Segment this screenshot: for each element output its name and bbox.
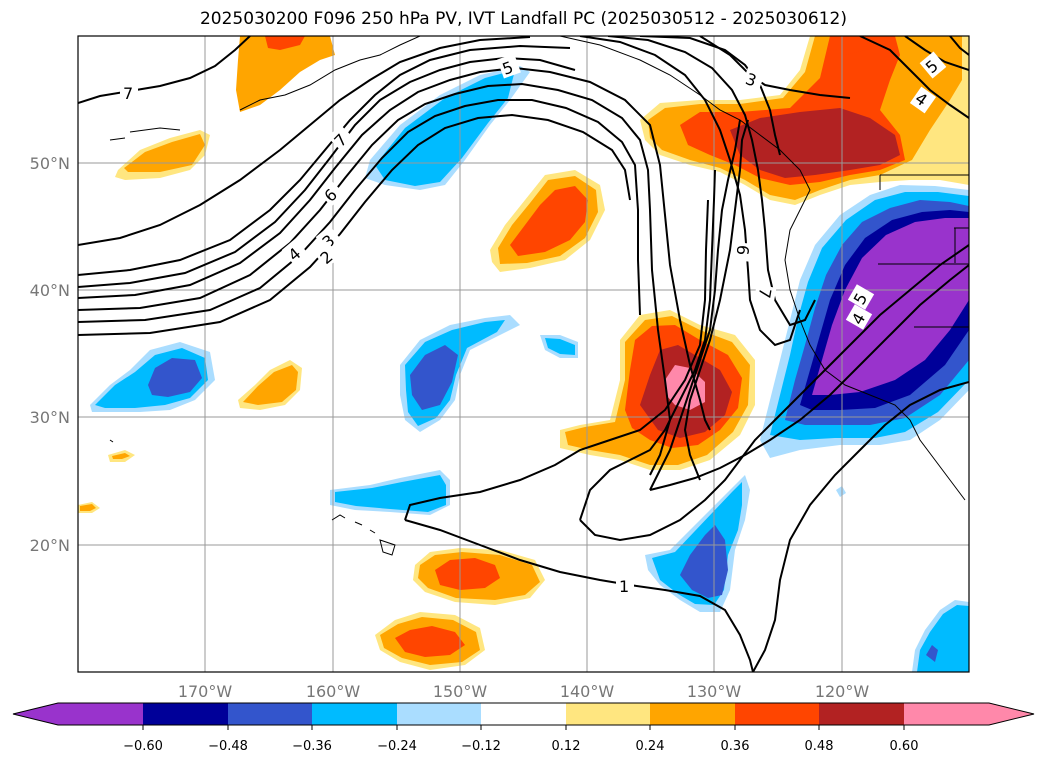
colorbar-outline xyxy=(12,702,1035,726)
colorbar-bin xyxy=(228,703,312,725)
colorbar-tick-label: −0.48 xyxy=(208,739,248,754)
lon-label: 160°W xyxy=(306,682,361,701)
colorbar-tick-label: −0.24 xyxy=(377,739,417,754)
colorbar-bin xyxy=(819,703,904,725)
colorbar-bin xyxy=(481,703,566,725)
lon-label: 120°W xyxy=(815,682,870,701)
lat-label: 40°N xyxy=(30,281,70,300)
colorbar-bin xyxy=(566,703,650,725)
colorbar-tick-label: −0.12 xyxy=(461,739,501,754)
contour-label: 7 xyxy=(755,286,775,299)
colorbar-bin xyxy=(735,703,819,725)
lat-label: 30°N xyxy=(30,408,70,427)
map-frame xyxy=(77,35,970,673)
lon-label: 140°W xyxy=(560,682,615,701)
map-content: 7 5 3 4 5 7 6 4 3 2 6 7 5 4 xyxy=(78,36,969,672)
colorbar-bin xyxy=(312,703,397,725)
lat-label: 50°N xyxy=(30,154,70,173)
colorbar-bin xyxy=(143,703,228,725)
lat-label: 20°N xyxy=(30,536,70,555)
colorbar-tick-label: 0.36 xyxy=(721,739,750,754)
lon-label: 150°W xyxy=(433,682,488,701)
contour-label: 6 xyxy=(733,244,753,256)
colorbar-bin xyxy=(650,703,735,725)
colorbar-tick-label: 0.48 xyxy=(805,739,834,754)
colorbar-tick-label: −0.60 xyxy=(123,739,163,754)
gridlines xyxy=(78,36,969,672)
lon-label: 170°W xyxy=(178,682,233,701)
latitude-labels: 50°N 40°N 30°N 20°N xyxy=(30,154,70,555)
colorbar-extend-high xyxy=(989,703,1034,725)
colorbar-bin xyxy=(397,703,481,725)
colorbar-tick-label: −0.36 xyxy=(292,739,332,754)
colorbar-tick-label: 0.12 xyxy=(552,739,581,754)
lon-label: 130°W xyxy=(687,682,742,701)
longitude-labels: 170°W 160°W 150°W 140°W 130°W 120°W xyxy=(178,682,870,701)
contour-label: 1 xyxy=(619,577,629,596)
colorbar-bin xyxy=(58,703,143,725)
colorbar: −0.60 −0.48 −0.36 −0.24 −0.12 0.12 0.24 … xyxy=(12,702,1035,754)
contour-label: 7 xyxy=(123,84,133,103)
colorbar-ticks xyxy=(142,725,905,730)
colorbar-tick-label: 0.24 xyxy=(636,739,665,754)
colorbar-extend-low xyxy=(13,703,58,725)
chart-title: 2025030200 F096 250 hPa PV, IVT Landfall… xyxy=(199,9,847,29)
colorbar-tick-label: 0.60 xyxy=(890,739,919,754)
colorbar-bin xyxy=(904,703,989,725)
